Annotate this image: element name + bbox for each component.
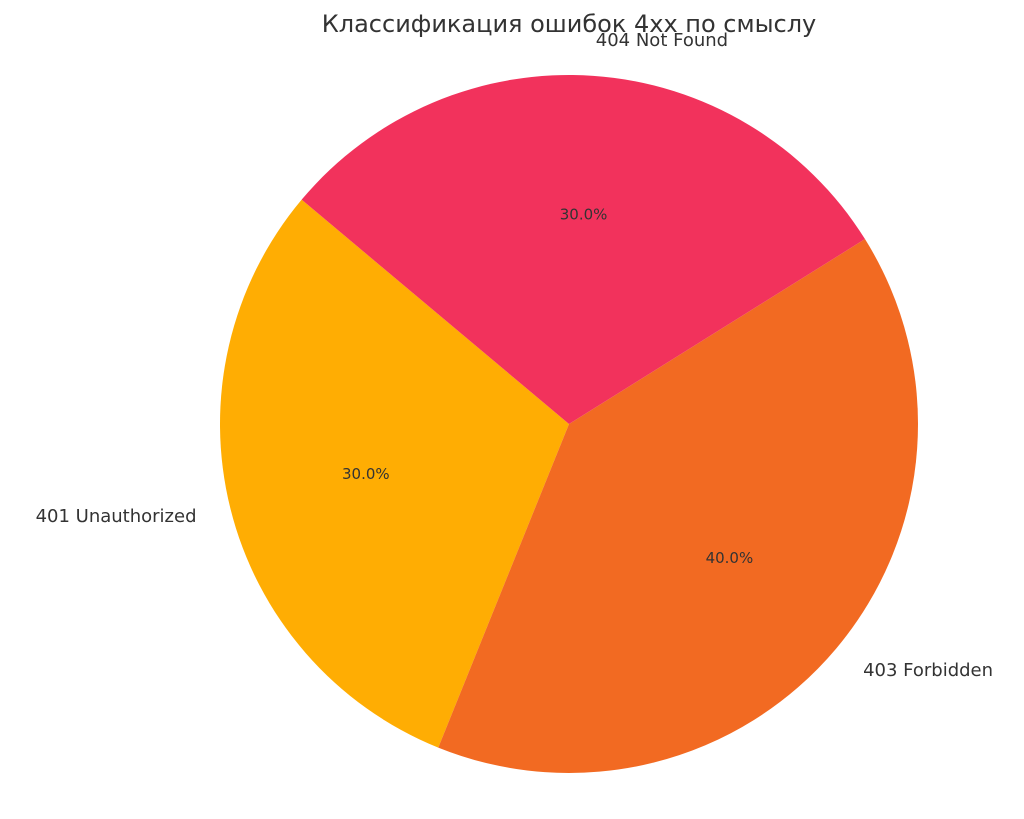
pie-slice (219, 199, 570, 748)
slice-percent: 30.0% (342, 465, 390, 483)
slice-percent: 40.0% (706, 549, 754, 567)
slice-label: 401 Unauthorized (36, 506, 197, 527)
slice-label: 404 Not Found (596, 30, 728, 51)
slice-percent: 30.0% (560, 206, 608, 224)
pie-slice (301, 74, 865, 424)
chart-title: Классификация ошибок 4xx по смыслу (322, 10, 817, 38)
pie-slice (438, 239, 918, 774)
slice-label: 403 Forbidden (863, 660, 993, 681)
